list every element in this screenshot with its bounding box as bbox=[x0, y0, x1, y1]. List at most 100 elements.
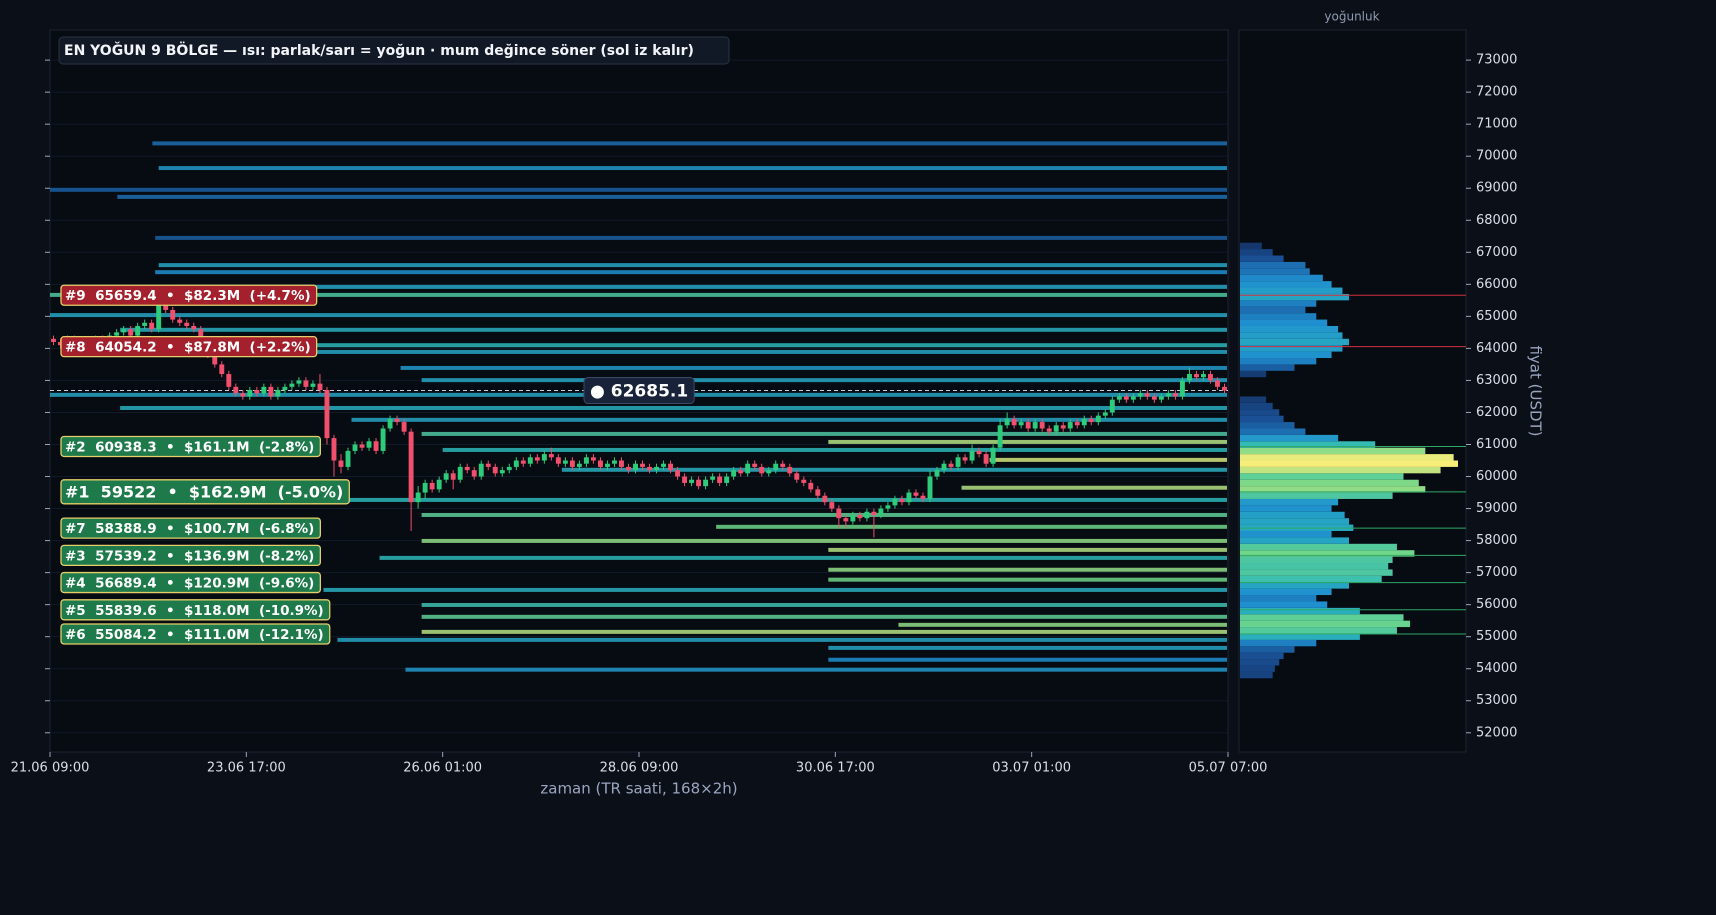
candle-body bbox=[766, 470, 772, 474]
x-tick-label: 28.06 09:00 bbox=[600, 761, 679, 776]
candle-body bbox=[1074, 422, 1080, 426]
liquidity-band bbox=[421, 378, 1227, 383]
candle-body bbox=[366, 441, 372, 448]
profile-bar bbox=[1240, 607, 1360, 615]
y-tick-label: 66000 bbox=[1476, 277, 1517, 292]
candle-body bbox=[1165, 393, 1171, 397]
candle-body bbox=[128, 329, 134, 336]
liquidity-band bbox=[120, 327, 1228, 332]
profile-bar bbox=[1240, 659, 1280, 666]
candle-body bbox=[1130, 396, 1136, 400]
profile-bar bbox=[1240, 402, 1273, 410]
candle-body bbox=[604, 463, 610, 467]
candle-body bbox=[527, 457, 533, 464]
candle-body bbox=[920, 495, 926, 499]
candle-body bbox=[1137, 393, 1143, 397]
y-tick-label: 61000 bbox=[1476, 437, 1517, 452]
y-tick-label: 65000 bbox=[1476, 309, 1517, 324]
candle-body bbox=[759, 466, 765, 474]
zone-label-text: #1 59522 • $162.9M (-5.0%) bbox=[65, 482, 343, 501]
candle-body bbox=[1186, 374, 1192, 381]
candle-body bbox=[1004, 418, 1010, 426]
candle-body bbox=[647, 466, 652, 471]
zone-label-text: #5 55839.6 • $118.0M (-10.9%) bbox=[65, 603, 324, 619]
liquidity-band bbox=[152, 141, 1228, 146]
profile-bar bbox=[1240, 364, 1295, 371]
profile-bar bbox=[1240, 569, 1393, 576]
y-tick-label: 56000 bbox=[1476, 597, 1517, 612]
candle-body bbox=[520, 460, 526, 464]
candle-body bbox=[913, 492, 919, 496]
profile-bar bbox=[1240, 281, 1332, 288]
candle-body bbox=[773, 463, 779, 471]
candle-body bbox=[976, 450, 982, 455]
candle-body bbox=[247, 390, 253, 397]
candle-body bbox=[878, 508, 884, 515]
candle-body bbox=[661, 463, 666, 467]
zone-label-box bbox=[60, 623, 331, 645]
candle-body bbox=[871, 511, 877, 515]
liquidity-band bbox=[158, 263, 1227, 268]
zone-label: #9 65659.4 • $82.3M (+4.7%) bbox=[60, 284, 318, 306]
zone-label: #1 59522 • $162.9M (-5.0%) bbox=[60, 479, 350, 505]
profile-bar bbox=[1240, 274, 1323, 282]
candle-body bbox=[1018, 422, 1024, 426]
profile-bar bbox=[1240, 556, 1393, 564]
liquidity-band bbox=[828, 547, 1227, 552]
profile-bar bbox=[1240, 601, 1328, 608]
candle-body bbox=[899, 498, 905, 503]
candle-body bbox=[569, 460, 575, 467]
liquidity-band bbox=[337, 637, 1227, 642]
liquidity-band bbox=[50, 292, 1227, 297]
zone-label-box bbox=[60, 435, 321, 458]
candle-body bbox=[212, 354, 218, 365]
candle-body bbox=[583, 457, 589, 464]
y-tick-label: 70000 bbox=[1476, 149, 1517, 164]
zone-label-box bbox=[60, 284, 318, 306]
profile-bar bbox=[1240, 588, 1332, 596]
candle-body bbox=[317, 383, 323, 391]
candle-body bbox=[640, 463, 645, 467]
candle-body bbox=[1158, 396, 1164, 400]
candle-body bbox=[485, 463, 491, 467]
liquidity-band bbox=[421, 614, 1227, 619]
candle-body bbox=[121, 329, 127, 333]
candle-body bbox=[1011, 418, 1017, 426]
y-tick-label: 57000 bbox=[1476, 565, 1517, 580]
profile-bar bbox=[1240, 595, 1317, 602]
candle-body bbox=[738, 470, 744, 474]
candle-body bbox=[696, 479, 702, 487]
candle-body bbox=[51, 338, 56, 342]
candle-body bbox=[955, 457, 961, 467]
candle-body bbox=[1060, 425, 1066, 429]
candle-body bbox=[1067, 422, 1073, 429]
zone-label-box bbox=[60, 336, 318, 358]
liquidity-band bbox=[155, 235, 1227, 240]
candle-body bbox=[289, 383, 295, 387]
liquidity-band bbox=[989, 457, 1227, 462]
liquidity-band bbox=[421, 431, 1227, 436]
candle-body bbox=[808, 482, 814, 490]
liquidity-band bbox=[421, 512, 1227, 517]
candle-body bbox=[675, 470, 681, 477]
zone-label: #3 57539.2 • $136.9M (-8.2%) bbox=[60, 544, 321, 566]
profile-bar bbox=[1240, 261, 1306, 269]
candle-body bbox=[198, 329, 204, 342]
candle-body bbox=[275, 390, 281, 397]
candle-body bbox=[864, 511, 870, 519]
candle-body bbox=[668, 463, 674, 471]
candle-body bbox=[408, 431, 414, 503]
candle-body bbox=[135, 325, 141, 336]
candle-body bbox=[513, 460, 519, 467]
candle-body bbox=[703, 479, 709, 487]
candle-body bbox=[443, 473, 449, 480]
candle-body bbox=[997, 425, 1003, 448]
profile-bar bbox=[1240, 325, 1339, 333]
candle-body bbox=[815, 489, 821, 496]
profile-bar bbox=[1240, 511, 1345, 519]
candle-body bbox=[562, 460, 568, 464]
plot-layer: 52000 53000 54000 55000 56000 57000 58000 59000… bbox=[11, 53, 1518, 776]
candle-body bbox=[184, 322, 190, 326]
x-axis-label: zaman (TR saati, 168×2h) bbox=[540, 780, 737, 798]
candle-body bbox=[885, 505, 891, 509]
